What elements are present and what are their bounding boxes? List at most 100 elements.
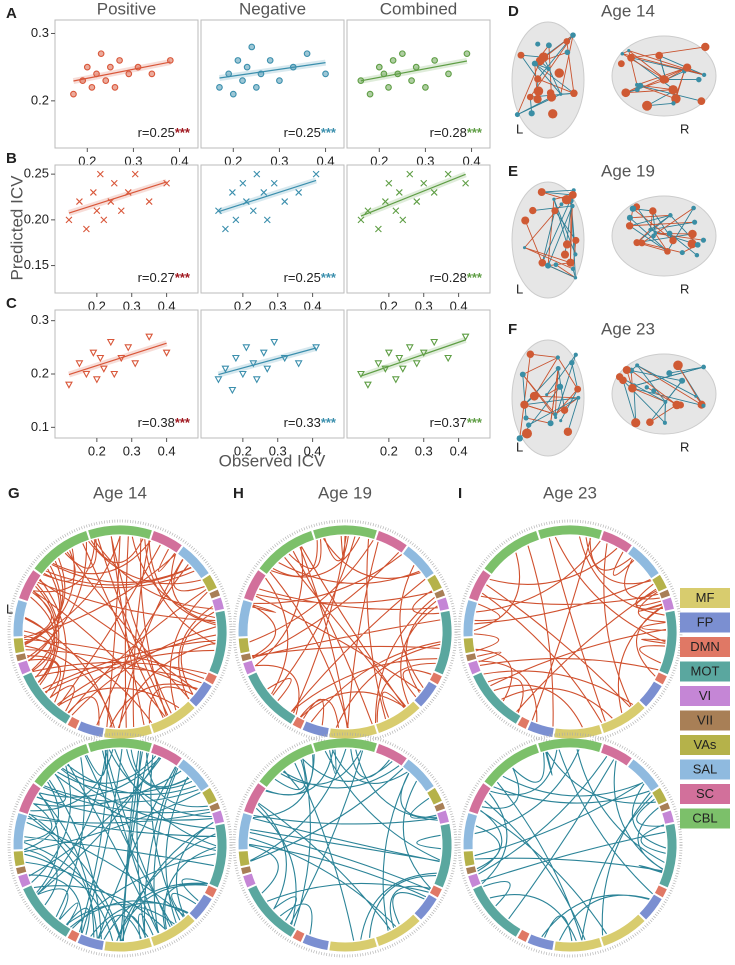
- point: [430, 338, 439, 347]
- brain-node: [562, 240, 572, 249]
- brain-edge: [622, 53, 705, 76]
- panel-title: Age 19: [601, 161, 655, 180]
- brain-edge: [567, 397, 579, 432]
- brain-node: [553, 412, 558, 417]
- brain-node: [531, 60, 538, 67]
- network-segment: [23, 885, 71, 937]
- brain-edge: [619, 376, 666, 403]
- network-segment: [67, 929, 80, 942]
- point: [270, 338, 279, 347]
- brain-node: [523, 415, 529, 421]
- brain-edge: [524, 368, 559, 406]
- brain-edge: [629, 225, 668, 252]
- point: [253, 170, 261, 178]
- point: [124, 189, 132, 196]
- brain-node: [701, 403, 706, 408]
- network-segment: [429, 672, 442, 685]
- brain-node: [545, 262, 552, 269]
- brain-node: [621, 88, 631, 98]
- point: [445, 70, 452, 78]
- brain-node: [626, 214, 633, 221]
- brain-node: [534, 75, 542, 83]
- point: [281, 198, 289, 205]
- x-tick-label: 0.4: [171, 153, 189, 168]
- annotation: r=0.28***: [430, 270, 483, 285]
- brain-edge: [541, 191, 573, 196]
- point: [395, 354, 404, 363]
- legend-label: MF: [696, 590, 715, 605]
- significance-stars: ***: [467, 415, 483, 430]
- brain-edge: [519, 354, 531, 439]
- x-tick-label: 0.2: [370, 153, 388, 168]
- x-tick-label: 0.3: [415, 298, 433, 313]
- side-label: L: [516, 121, 523, 136]
- brain-node: [570, 32, 576, 38]
- legend-label: VII: [697, 712, 713, 727]
- point: [263, 365, 272, 373]
- network-segment: [662, 597, 674, 611]
- brain-node: [529, 391, 539, 401]
- network-segment: [402, 546, 434, 579]
- chord-links: [474, 749, 667, 942]
- brain-edge: [528, 397, 579, 426]
- x-tick-label: 0.3: [270, 153, 288, 168]
- brain-edge: [667, 207, 694, 252]
- annotation: r=0.25***: [138, 125, 191, 140]
- brain-node: [673, 360, 683, 371]
- network-segment: [375, 701, 420, 733]
- legend-swatch: [680, 637, 730, 657]
- brain-node: [573, 352, 578, 357]
- network-segment: [177, 759, 209, 792]
- brain-node: [516, 435, 523, 442]
- brain-node: [692, 219, 698, 225]
- point: [408, 77, 415, 84]
- point: [238, 370, 247, 379]
- network-segment: [23, 672, 71, 724]
- network-segment: [238, 813, 253, 850]
- point: [134, 63, 142, 71]
- brain-node: [537, 188, 546, 197]
- point: [83, 63, 91, 71]
- brain-node: [694, 252, 700, 258]
- network-segment: [150, 914, 195, 946]
- point: [83, 225, 90, 233]
- point: [270, 179, 278, 187]
- annotation: r=0.38***: [138, 415, 191, 430]
- legend-swatch: [680, 784, 730, 804]
- side-label: L: [516, 281, 523, 296]
- significance-stars: ***: [175, 415, 191, 430]
- brain-edge: [541, 189, 574, 193]
- point: [381, 365, 390, 373]
- plot-frame: [54, 19, 199, 149]
- point: [312, 344, 321, 352]
- network-segment: [402, 759, 434, 792]
- network-segment: [302, 721, 329, 738]
- brain-node: [617, 60, 625, 68]
- panel-title: Positive: [97, 0, 157, 18]
- network-segment: [238, 638, 250, 654]
- point: [225, 70, 233, 78]
- point: [257, 70, 265, 78]
- brain-edge: [522, 374, 527, 418]
- x-tick-label: 0.4: [450, 443, 468, 458]
- chord-links: [23, 535, 217, 729]
- plot-frame: [346, 164, 491, 294]
- network-segment: [88, 525, 152, 540]
- point: [221, 365, 230, 373]
- network-segment: [654, 672, 667, 685]
- brain-node: [555, 365, 561, 371]
- chord-links: [473, 536, 667, 728]
- brain-edge: [547, 205, 573, 266]
- point: [93, 70, 100, 78]
- network-segment: [627, 759, 659, 792]
- brain-node: [646, 418, 654, 426]
- tick-ring: [232, 732, 458, 958]
- fit-line: [360, 60, 468, 82]
- network-segment: [313, 525, 377, 540]
- brain-node: [668, 85, 678, 95]
- brain-node: [535, 41, 541, 47]
- brain-node: [668, 213, 673, 218]
- point: [385, 84, 392, 91]
- brain-node: [679, 250, 685, 256]
- brain-edge: [557, 357, 579, 390]
